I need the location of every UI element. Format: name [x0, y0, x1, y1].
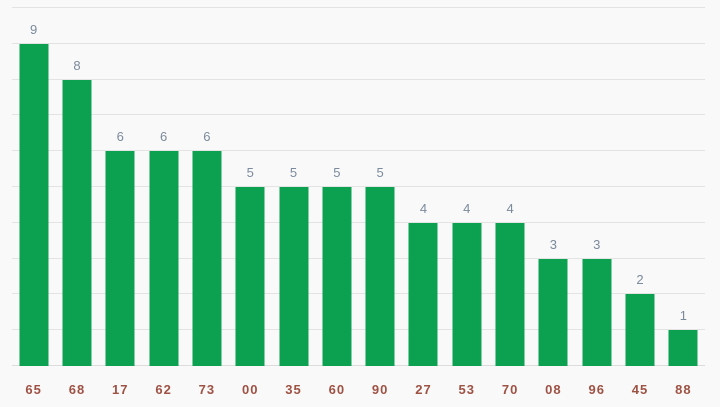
x-axis-label: 96 — [588, 382, 605, 397]
bar-column: 8 68 — [55, 8, 98, 397]
bar[interactable] — [495, 222, 525, 366]
bar[interactable] — [105, 151, 135, 366]
bar-value-label: 6 — [203, 129, 211, 145]
x-axis-label: 88 — [675, 382, 692, 397]
gridline — [12, 114, 705, 116]
bar-value-label: 3 — [593, 236, 601, 252]
bar[interactable] — [19, 43, 49, 366]
gridline — [12, 150, 705, 152]
bar-column: 6 73 — [185, 8, 228, 397]
bar[interactable] — [582, 258, 612, 366]
bar[interactable] — [192, 151, 222, 366]
bar-value-label: 5 — [376, 165, 384, 180]
bar[interactable] — [62, 79, 92, 366]
bar-column: 1 88 — [662, 8, 705, 397]
gridline — [12, 329, 705, 331]
bar-column: 5 00 — [229, 8, 272, 397]
bar-column: 6 17 — [99, 8, 142, 397]
bar-column: 5 90 — [359, 8, 402, 397]
x-axis-label: 00 — [241, 382, 259, 397]
gridline — [12, 257, 705, 259]
x-axis-label: 53 — [458, 382, 476, 397]
x-axis-label: 62 — [155, 382, 172, 397]
bar-value-label: 6 — [116, 129, 124, 145]
bar[interactable] — [452, 222, 482, 366]
bar-column: 4 70 — [488, 8, 531, 397]
bar-column: 5 60 — [315, 8, 358, 397]
plot-area: 9 65 8 68 6 17 6 62 6 73 5 00 5 35 5 60 5 90 4 27 4 53 4 70 3 08 3… — [12, 7, 705, 397]
bars-container: 9 65 8 68 6 17 6 62 6 73 5 00 5 35 5 60 5 90 4 27 4 53 4 70 3 08 3… — [12, 8, 705, 397]
bar-value-label: 4 — [463, 200, 471, 216]
gridline — [12, 78, 705, 80]
gridline — [12, 293, 705, 295]
x-axis-label: 60 — [328, 382, 346, 397]
gridline — [12, 42, 705, 44]
bar-value-label: 3 — [549, 236, 558, 252]
bar[interactable] — [408, 222, 438, 366]
bar-value-label: 1 — [679, 308, 687, 324]
bar[interactable] — [235, 187, 265, 366]
bar-column: 4 53 — [445, 8, 488, 397]
gridline — [12, 221, 705, 223]
bar-column: 9 65 — [12, 8, 55, 397]
bar[interactable] — [668, 330, 698, 366]
bar-value-label: 4 — [419, 200, 428, 216]
bar-value-label: 5 — [333, 165, 341, 180]
x-axis-label: 73 — [198, 382, 216, 397]
bar[interactable] — [538, 258, 568, 366]
x-axis-label: 90 — [371, 382, 389, 397]
x-axis-label: 68 — [68, 382, 86, 397]
x-axis-label: 70 — [501, 382, 519, 397]
bar-column: 3 96 — [575, 8, 618, 397]
bar-value-label: 2 — [636, 272, 644, 288]
bar[interactable] — [279, 187, 309, 366]
x-axis-label: 35 — [285, 382, 302, 397]
gridline — [12, 7, 705, 8]
bar[interactable] — [149, 151, 179, 366]
x-axis-label: 27 — [415, 382, 432, 397]
bar-value-label: 9 — [30, 21, 38, 37]
bar-value-label: 8 — [73, 57, 81, 73]
bar-column: 6 62 — [142, 8, 185, 397]
x-axis-label: 08 — [545, 382, 562, 397]
bar-column: 3 08 — [532, 8, 575, 397]
x-axis-label: 45 — [631, 382, 649, 397]
x-axis-line — [12, 365, 705, 366]
gridline — [12, 186, 705, 187]
bar-column: 4 27 — [402, 8, 445, 397]
bar-column: 2 45 — [618, 8, 661, 397]
bar-value-label: 4 — [506, 200, 514, 216]
bar[interactable] — [625, 294, 655, 366]
bar-column: 5 35 — [272, 8, 315, 397]
bar[interactable] — [365, 187, 395, 366]
bar-value-label: 6 — [159, 129, 168, 145]
bar[interactable] — [322, 187, 352, 366]
x-axis-label: 65 — [25, 382, 42, 397]
bar-value-label: 5 — [246, 165, 254, 180]
bar-value-label: 5 — [289, 165, 298, 180]
x-axis-label: 17 — [112, 382, 129, 397]
